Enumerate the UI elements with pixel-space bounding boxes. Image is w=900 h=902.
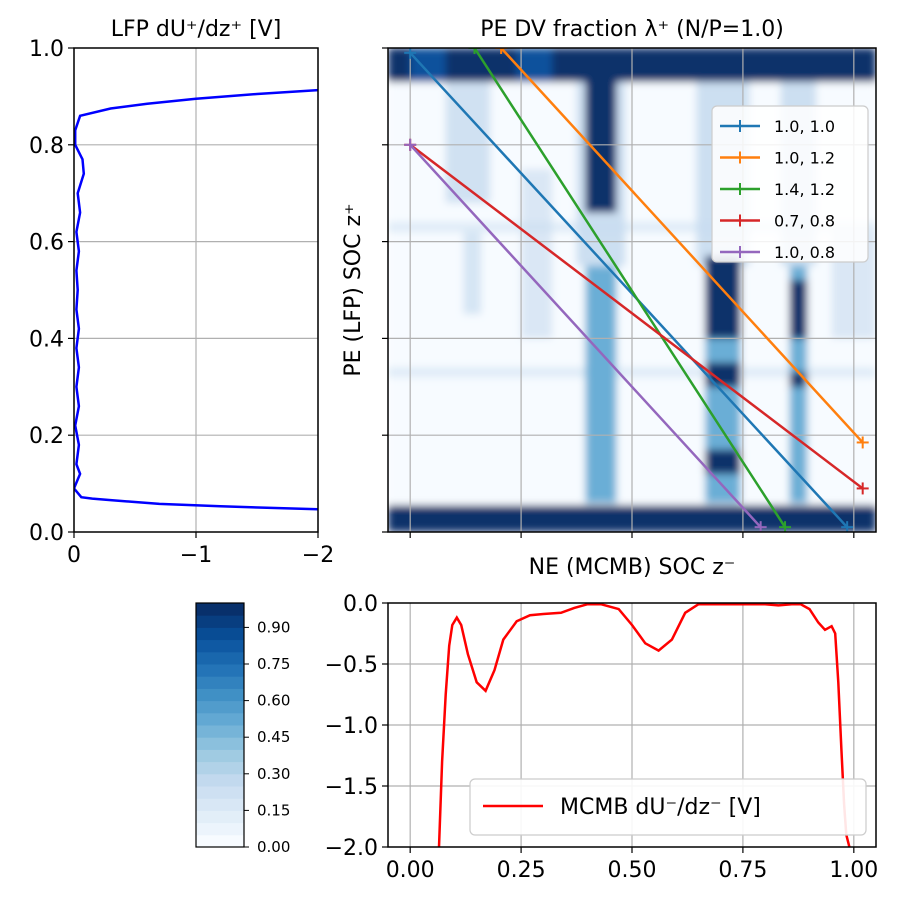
colorbar-tick-label: 0.45 (257, 728, 290, 746)
dvmap-legend-label: 0.7, 0.8 (774, 212, 835, 231)
mcmb-xtick-label: 0.75 (718, 858, 767, 883)
colorbar-band (196, 700, 244, 714)
colorbar-tick-label: 0.15 (257, 801, 290, 819)
dvmap-series-line (409, 51, 849, 529)
lfp-curve (74, 88, 318, 511)
dvmap-xlabel: NE (MCMB) SOC z⁻ (529, 555, 736, 580)
colorbar: 0.00 0.15 0.30 0.45 0.60 0.75 0.90 (195, 602, 290, 856)
dvmap-series-line (473, 48, 787, 528)
dvmap-grid (388, 48, 876, 532)
colorbar-band (196, 810, 244, 824)
dvmap-series-line (409, 143, 864, 490)
mcmb-ytick-label: 0.0 (343, 592, 378, 617)
lfp-panel: LFP dU⁺/dz⁺ [V] 0 −1 −2 0.0 0.2 0.4 0.6 0.8 1.0 (29, 17, 334, 568)
lfp-ytick-label: 0.4 (29, 327, 64, 352)
dvmap-legend-box (711, 105, 869, 263)
dvmap-series-line (500, 48, 864, 444)
colorbar-tick-label: 0.90 (257, 618, 290, 636)
colorbar-tick-label: 0.75 (257, 655, 290, 673)
colorbar-band (196, 688, 244, 702)
lfp-grid (73, 48, 319, 532)
dvmap-lines (404, 48, 869, 532)
colorbar-tick-label: 0.00 (257, 838, 290, 856)
heatmap-faint (445, 72, 491, 203)
lfp-ytick-label: 1.0 (29, 37, 64, 62)
colorbar-band (196, 737, 244, 750)
colorbar-band (196, 834, 244, 848)
mcmb-legend: MCMB dU⁻/dz⁻ [V] (469, 778, 867, 836)
colorbar-tick-label: 0.30 (257, 765, 290, 783)
lfp-xtick-label: −1 (180, 543, 212, 568)
colorbar-band (196, 615, 244, 628)
dvmap-title: PE DV fraction λ⁺ (N/P=1.0) (480, 17, 784, 42)
colorbar-tick-label: 0.60 (257, 692, 290, 710)
lfp-ytick-label: 0.0 (29, 521, 64, 546)
mcmb-ytick-label: −0.5 (325, 653, 378, 678)
colorbar-band (196, 798, 244, 811)
colorbar-ticks: 0.00 0.15 0.30 0.45 0.60 0.75 0.90 (244, 618, 290, 856)
mcmb-xtick-label: 0.25 (497, 858, 546, 883)
colorbar-band (196, 603, 244, 616)
dvmap-series-line (409, 143, 762, 529)
mcmb-ytick-label: −1.0 (325, 714, 378, 739)
dvmap-panel: PE DV fraction λ⁺ (N/P=1.0) NE (MCMB) SO… (341, 17, 877, 580)
mcmb-curve (437, 603, 851, 847)
colorbar-frame (195, 602, 245, 848)
heatmap-faint (463, 231, 482, 315)
colorbar-band (196, 639, 244, 653)
mcmb-ytick-label: −1.5 (325, 775, 378, 800)
heatmap-dark-band (516, 48, 553, 82)
heatmap-dark-patch (705, 449, 741, 474)
lfp-ytick-label: 0.6 (29, 231, 64, 256)
lfp-ticks: 0 −1 −2 0.0 0.2 0.4 0.6 0.8 1.0 (29, 37, 334, 568)
mcmb-legend-box (469, 778, 867, 836)
dvmap-legend-label: 1.4, 1.2 (774, 180, 835, 199)
lfp-title: LFP dU⁺/dz⁺ [V] (111, 17, 282, 42)
mcmb-legend-label: MCMB dU⁻/dz⁻ [V] (560, 795, 761, 820)
mcmb-xtick-label: 1.00 (829, 858, 878, 883)
colorbar-band (196, 712, 244, 726)
heatmap-dark-patch (789, 280, 808, 339)
colorbar-band (196, 822, 244, 836)
mcmb-ticks: 0.00 0.25 0.50 0.75 1.00 0.0 −0.5 −1.0 −1.5 −2.0 (325, 592, 879, 883)
colorbar-band (196, 786, 244, 799)
lfp-ytick-label: 0.2 (29, 424, 64, 449)
colorbar-band (196, 725, 244, 738)
dvmap-legend: 1.0, 1.0 1.0, 1.2 1.4, 1.2 0.7, 0.8 1.0, 0.8 (711, 105, 869, 263)
dvmap-legend-label: 1.0, 1.2 (774, 149, 835, 168)
heatmap-faint (521, 169, 553, 339)
dvmap-legend-label: 1.0, 0.8 (774, 243, 835, 262)
mcmb-panel: 0.00 0.25 0.50 0.75 1.000.0−0.5−1.0−1.5−2.0 … (325, 592, 879, 883)
heatmap-dark-patch (705, 256, 741, 339)
colorbar-bands (196, 603, 244, 848)
colorbar-band (196, 651, 244, 665)
mcmb-ytick-label: −2.0 (325, 836, 378, 861)
colorbar-band (196, 676, 244, 689)
mcmb-xtick-label: 0.00 (386, 858, 435, 883)
colorbar-band (196, 773, 244, 787)
dvmap-legend-label: 1.0, 1.0 (774, 117, 835, 136)
colorbar-band (196, 761, 244, 775)
colorbar-band (196, 627, 244, 641)
lfp-ytick-label: 0.8 (29, 134, 64, 159)
lfp-xtick-label: −2 (302, 543, 334, 568)
dvmap-ylabel: PE (LFP) SOC z⁺ (341, 203, 366, 376)
colorbar-band (196, 664, 244, 677)
colorbar-band (196, 749, 244, 763)
mcmb-xtick-label: 0.50 (608, 858, 657, 883)
heatmap-dark-patch (585, 48, 617, 213)
dvmap-ticks (382, 47, 855, 538)
lfp-xtick-label: 0 (67, 543, 81, 568)
heatmap-medium-band (585, 265, 617, 503)
